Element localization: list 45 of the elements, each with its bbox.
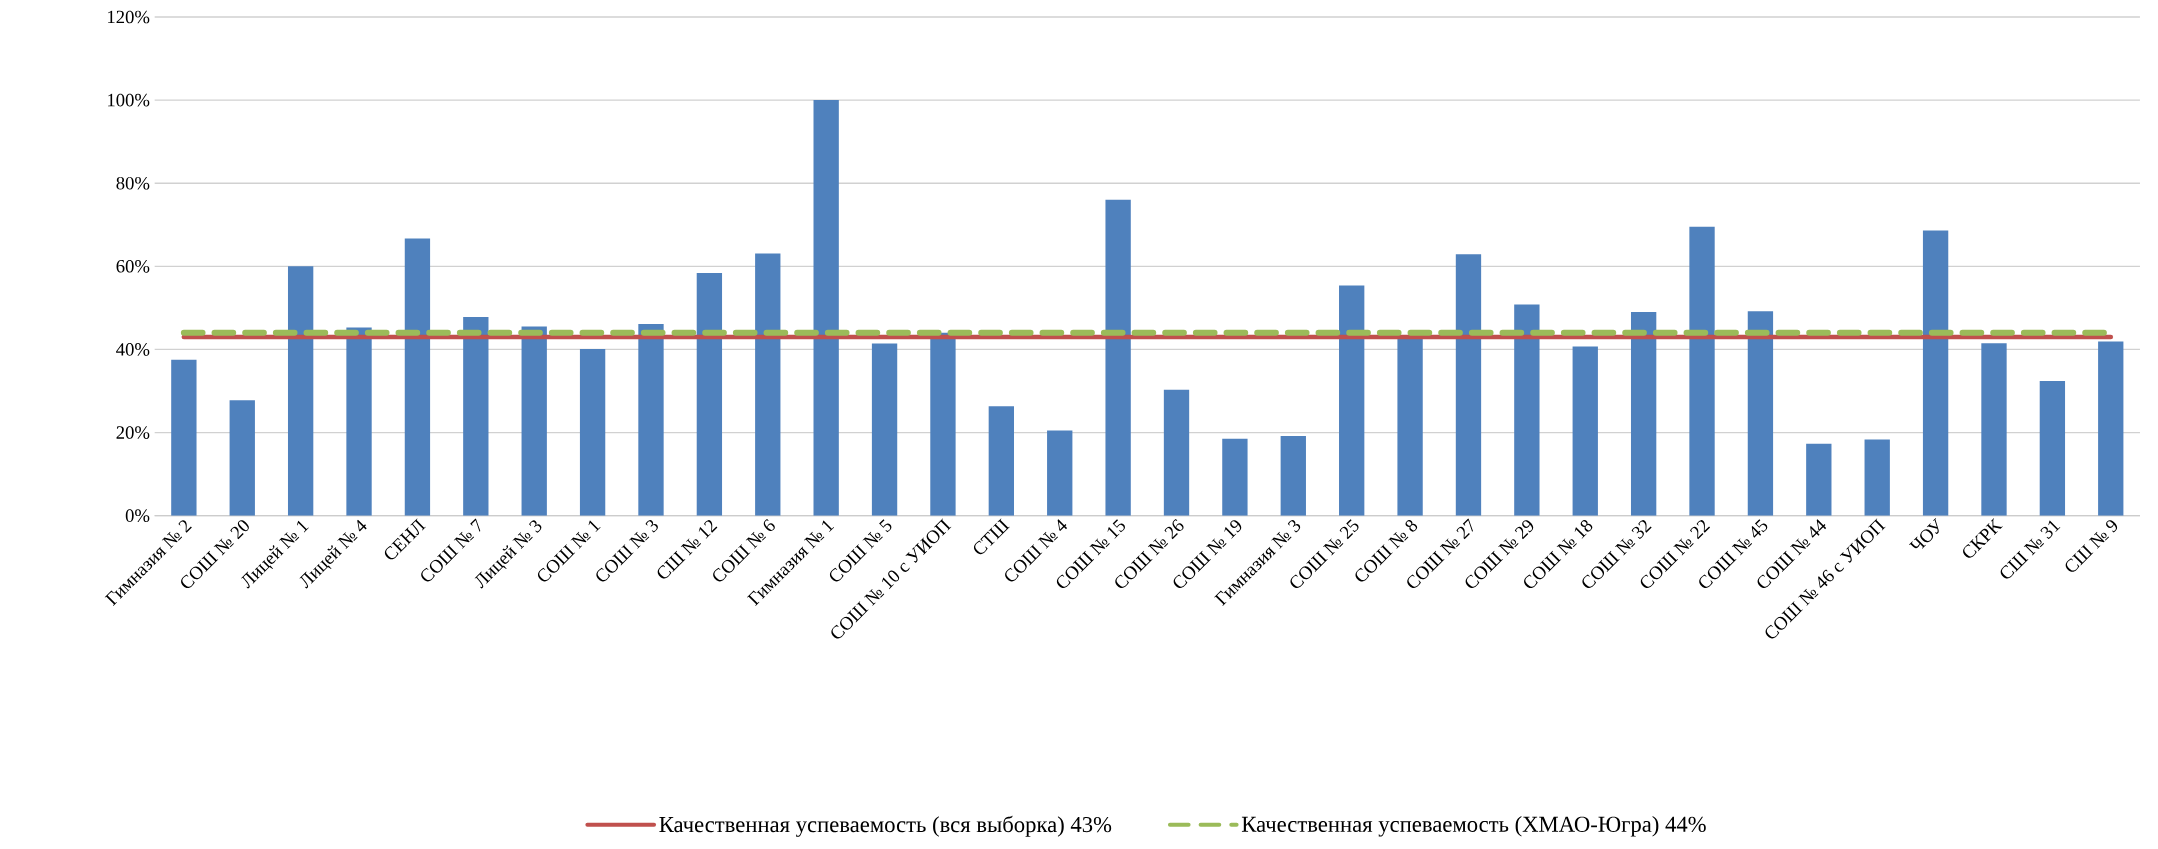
bar xyxy=(287,266,314,516)
bar xyxy=(1222,438,1248,516)
bar xyxy=(171,359,197,516)
bar xyxy=(579,349,606,516)
bar xyxy=(755,253,781,516)
x-tick-label: СШ № 9 xyxy=(2065,520,2118,572)
bar xyxy=(404,238,431,516)
bar xyxy=(521,326,547,516)
bar xyxy=(2098,341,2124,516)
bar xyxy=(1105,199,1131,516)
y-tick-label: 40% xyxy=(116,343,150,356)
bar xyxy=(1806,443,1832,516)
bar xyxy=(463,317,489,516)
x-tick-label: ЧОУ xyxy=(1909,518,1939,549)
y-tick-label: 20% xyxy=(116,426,150,439)
bar xyxy=(813,100,839,516)
y-tick-label: 60% xyxy=(116,259,150,273)
bar xyxy=(1747,311,1774,516)
bar xyxy=(1864,439,1890,516)
bar xyxy=(930,332,956,516)
legend-label: Качественная успеваемость (вся выборка) 43% xyxy=(659,815,1112,837)
bar xyxy=(1280,435,1306,516)
bar xyxy=(1922,230,1949,516)
bar xyxy=(638,324,664,516)
bar xyxy=(229,400,255,516)
bar xyxy=(1630,312,1657,516)
bar xyxy=(1339,285,1365,516)
bar xyxy=(1981,343,2007,516)
bar xyxy=(1689,226,1715,516)
bar xyxy=(1514,304,1540,516)
y-tick-label: 80% xyxy=(116,176,150,190)
bar xyxy=(346,327,372,516)
bar xyxy=(988,406,1014,516)
bar xyxy=(871,343,898,516)
bar xyxy=(1047,430,1073,516)
bar xyxy=(1163,389,1190,516)
bar xyxy=(1455,254,1482,516)
y-tick-label: 0% xyxy=(125,509,150,522)
bar xyxy=(696,272,723,516)
bar xyxy=(1397,336,1423,516)
bar xyxy=(1572,346,1598,516)
y-tick-label: 120% xyxy=(108,10,150,24)
bar xyxy=(2039,381,2066,516)
legend-label: Качественная успеваемость (ХМАО-Югра) 44% xyxy=(1241,815,1706,837)
y-tick-label: 100% xyxy=(108,93,150,107)
